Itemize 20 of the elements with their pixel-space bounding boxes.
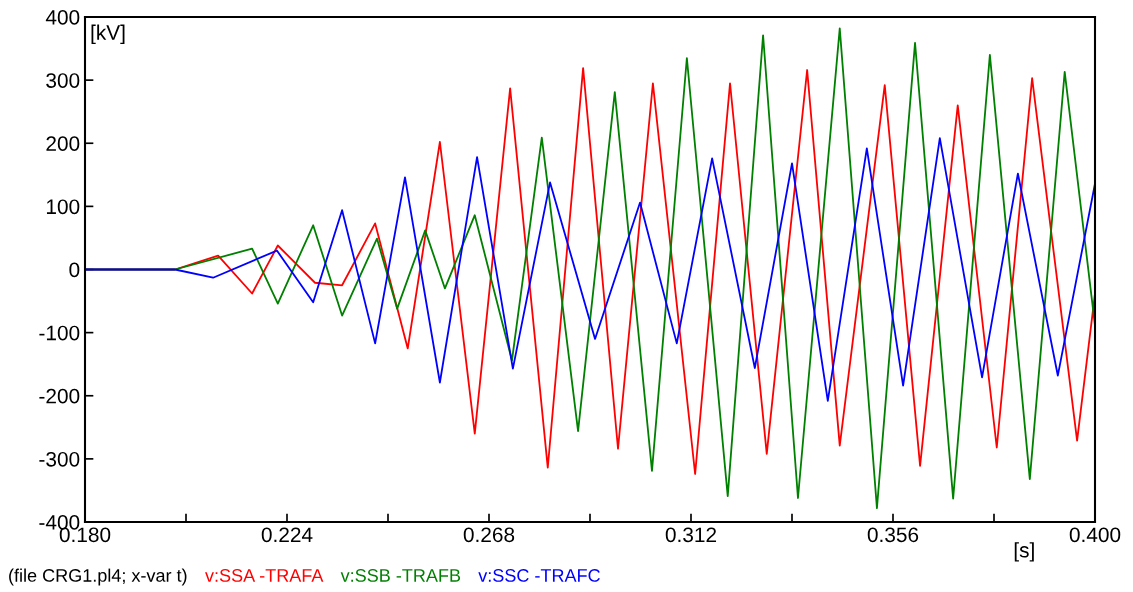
text: v:SSB -TRAFB: [340, 569, 461, 582]
x-tick-label: 0.268: [463, 527, 515, 543]
y-tick-label: -200: [39, 388, 80, 404]
x-tick-label: 0.356: [867, 527, 919, 543]
y-tick-label: 200: [46, 136, 80, 151]
x-tick-label: 0.224: [261, 527, 313, 543]
y-tick-label: 0: [69, 262, 80, 278]
line-series: [85, 137, 1095, 402]
text: v:SSA -TRAFA: [205, 569, 324, 582]
y-tick-label: 300: [46, 73, 80, 88]
y-axis-title: [kV]: [91, 24, 125, 44]
y-tick-label: -100: [39, 325, 80, 341]
y-tick-label: 100: [46, 199, 80, 215]
text: v:SSC -TRAFC: [478, 569, 600, 582]
x-axis-title: [s]: [1014, 542, 1034, 562]
y-tick-label: 400: [45, 10, 80, 25]
text: (file CRG1.pl4; x-var t): [9, 568, 187, 586]
x-tick-label: 0.312: [665, 527, 717, 543]
y-tick-label: -300: [39, 451, 80, 467]
x-tick-label: 0.400: [1069, 527, 1121, 543]
